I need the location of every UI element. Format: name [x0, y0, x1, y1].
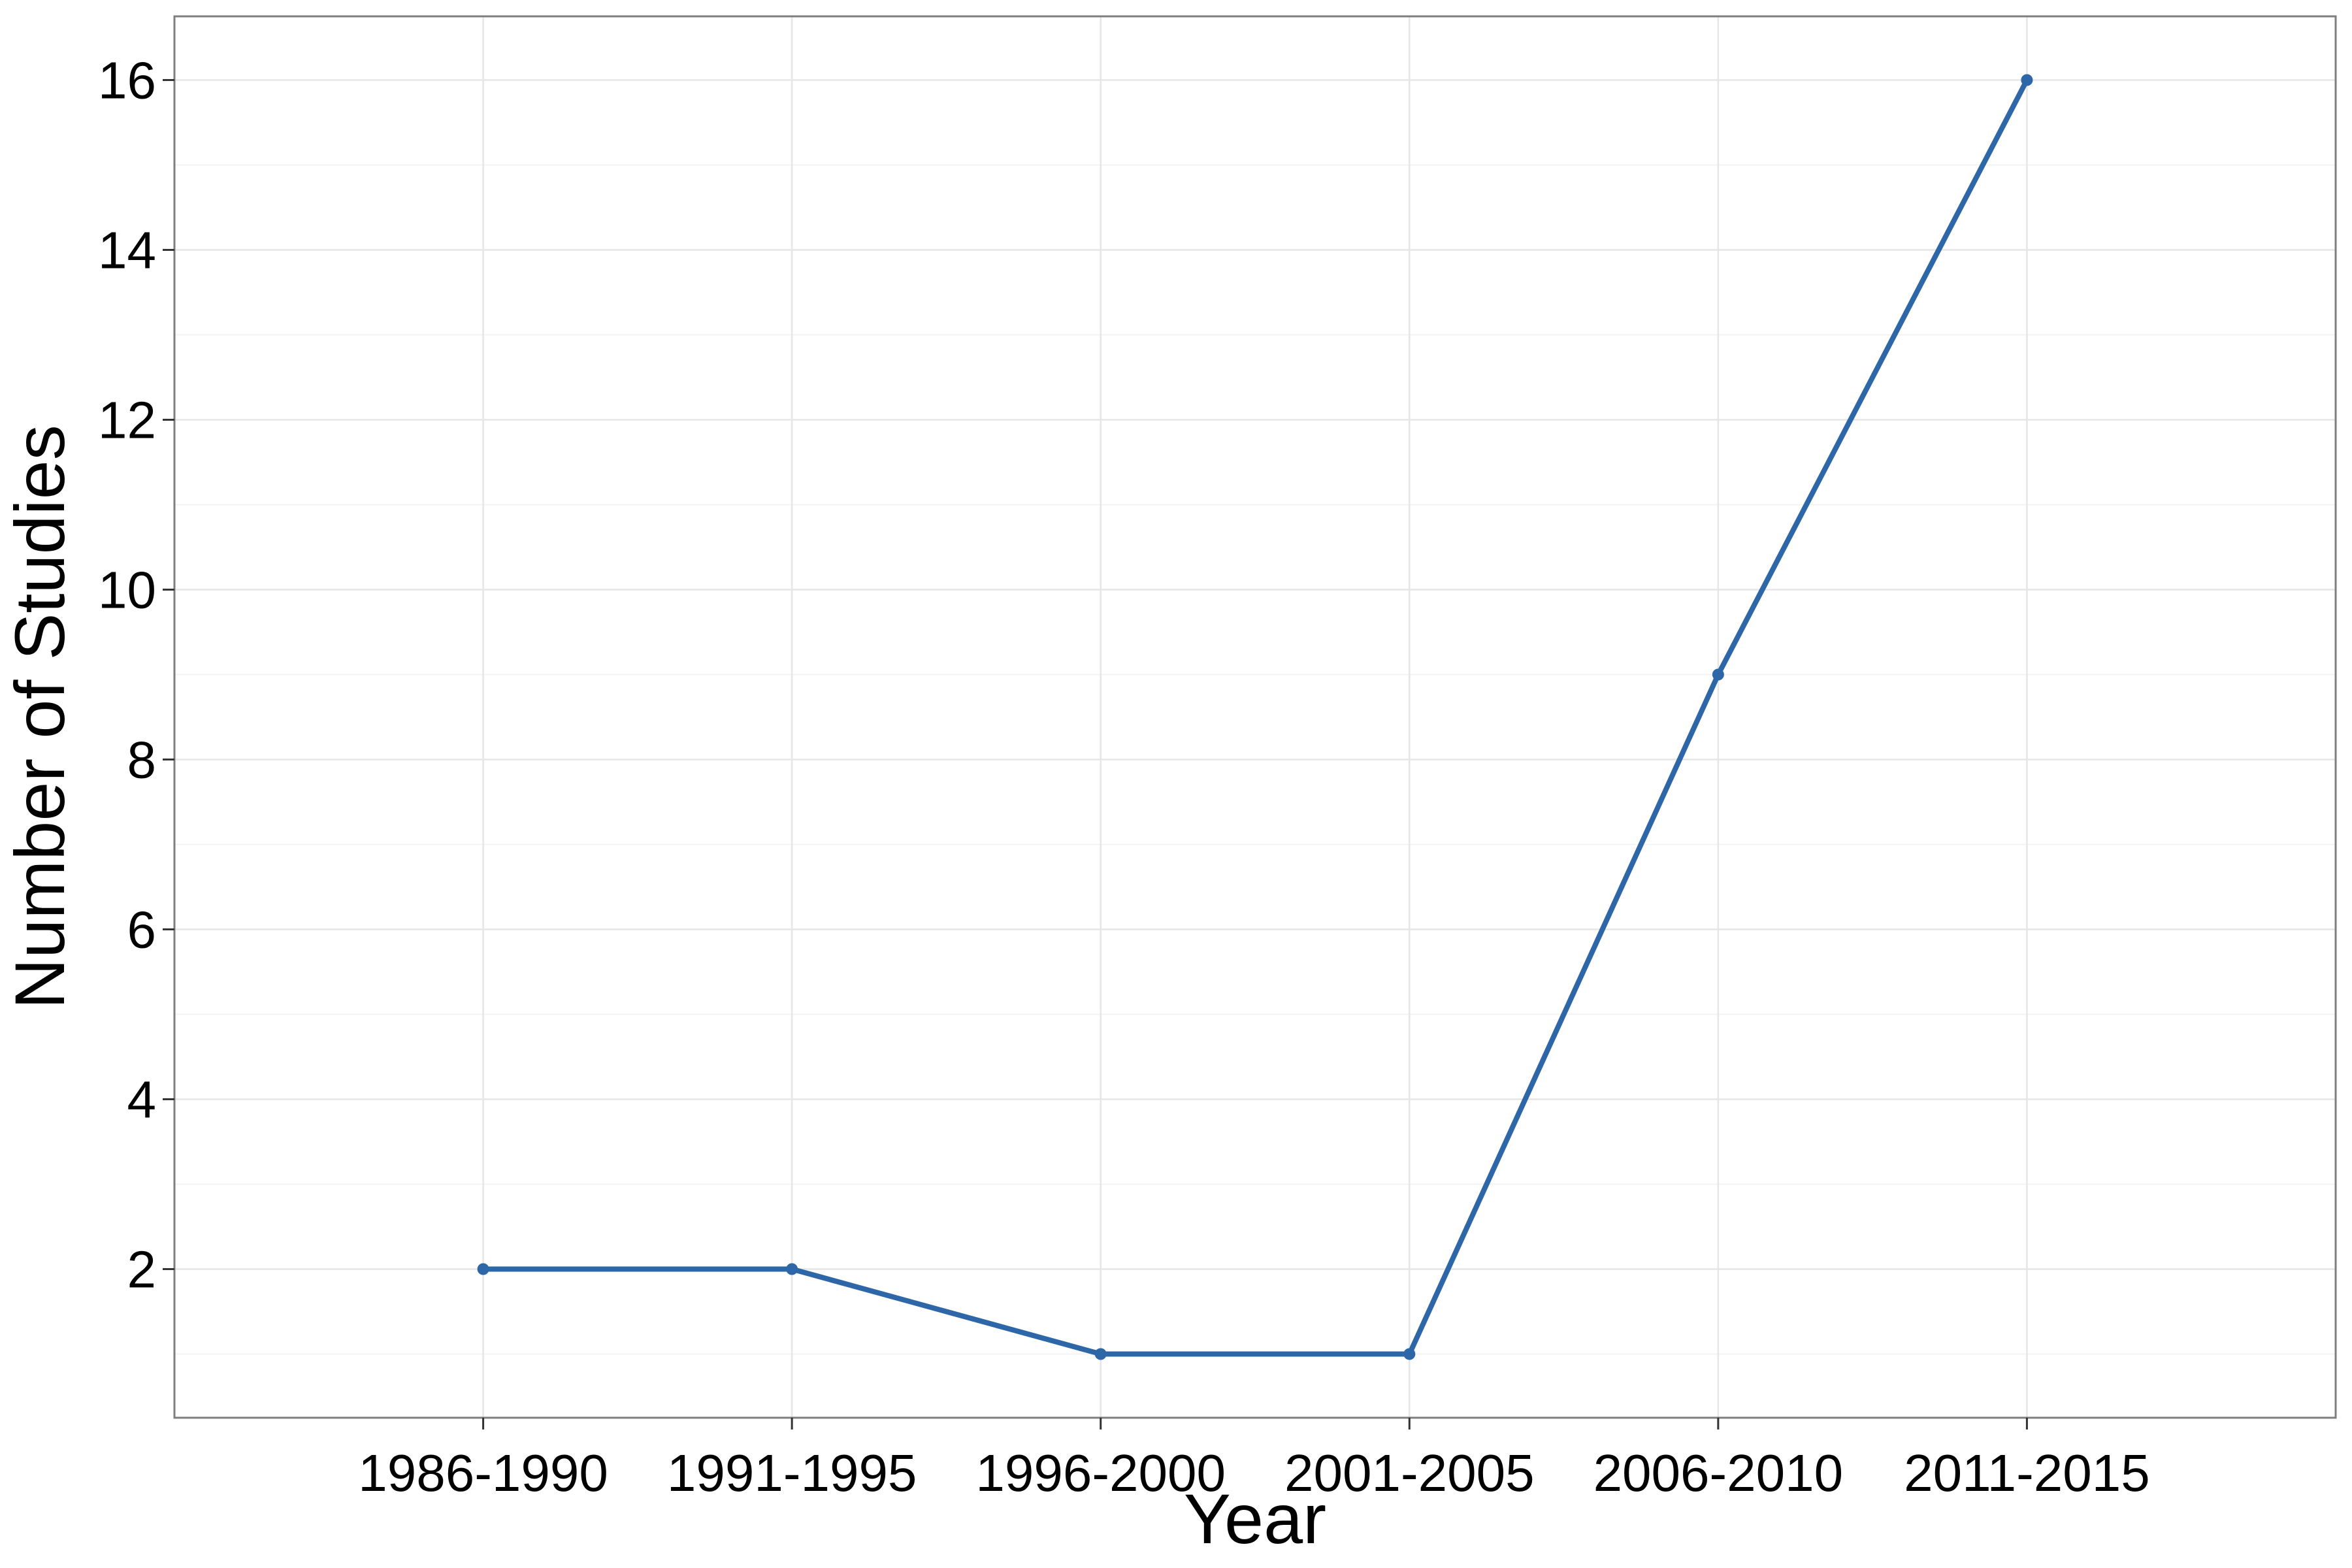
- y-tick-label: 10: [98, 561, 156, 619]
- x-tick-label: 2001-2005: [1284, 1444, 1535, 1502]
- x-tick-label: 2011-2015: [1904, 1444, 2150, 1502]
- series-layer: [477, 74, 2033, 1360]
- x-tick-label: 1996-2000: [975, 1444, 1226, 1502]
- y-tick-label: 12: [98, 391, 156, 449]
- data-point: [786, 1263, 798, 1275]
- data-point: [1712, 668, 1724, 681]
- x-tick-label: 1986-1990: [358, 1444, 608, 1502]
- y-tick-label: 16: [98, 52, 156, 110]
- plot-panel-border: [173, 15, 2337, 1419]
- data-point: [1094, 1348, 1107, 1360]
- data-point: [1403, 1348, 1416, 1360]
- x-tick-label: 2006-2010: [1593, 1444, 1844, 1502]
- grid: [174, 16, 2336, 1418]
- data-point: [2021, 74, 2033, 86]
- axes: 2 4 6 8 10 12 14 16 1986-1990 1991-1995 1996-2000 2…: [98, 52, 2150, 1503]
- series-line: [480, 77, 2030, 1357]
- data-point: [477, 1263, 489, 1275]
- y-tick-label: 8: [127, 731, 157, 789]
- x-axis-title: Year: [1184, 1479, 1326, 1558]
- y-tick-label: 2: [127, 1241, 157, 1299]
- y-tick-label: 4: [127, 1071, 157, 1129]
- y-axis-title: Number of Studies: [0, 425, 79, 1009]
- y-tick-label: 14: [98, 221, 156, 280]
- y-tick-label: 6: [127, 901, 157, 959]
- x-tick-label: 1991-1995: [667, 1444, 917, 1502]
